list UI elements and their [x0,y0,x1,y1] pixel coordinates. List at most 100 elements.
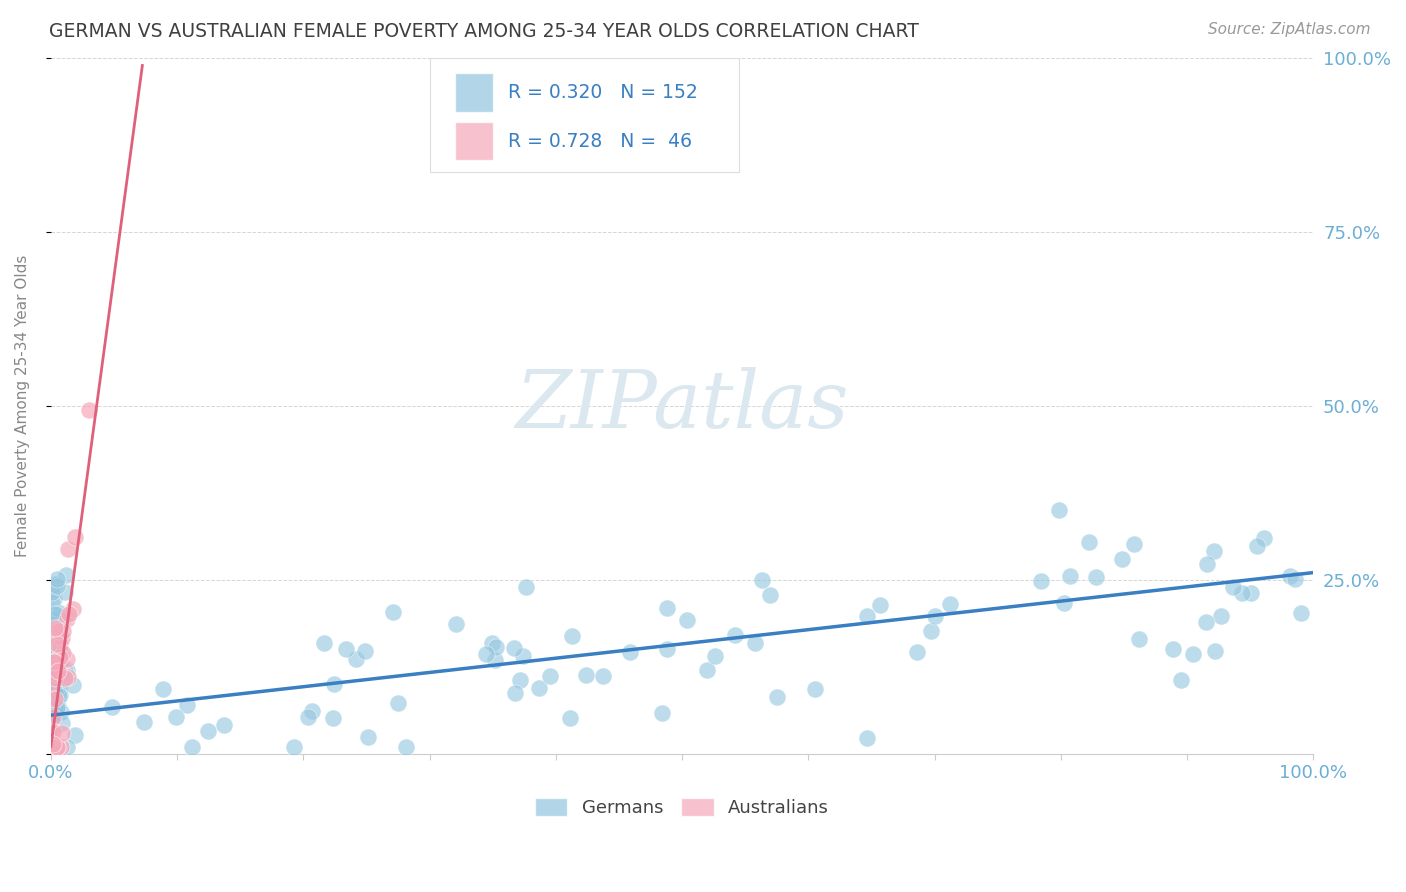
Germans [53,585,76,599]
Germans [176,698,198,713]
Germans [1240,585,1263,599]
Germans [41,669,63,683]
Germans [45,702,67,716]
Germans [48,683,70,698]
Australians [41,739,63,754]
Australians [63,531,86,545]
Germans [651,706,673,720]
Australians [41,722,63,736]
Australians [55,611,77,625]
Germans [51,716,73,731]
Germans [44,738,66,752]
Germans [1161,642,1184,657]
Germans [1031,574,1053,589]
Germans [65,728,87,742]
Germans [48,679,70,693]
FancyBboxPatch shape [454,122,492,161]
Germans [41,616,63,631]
Germans [55,663,77,677]
Germans [56,739,79,754]
Australians [48,639,70,653]
Australians [41,691,63,706]
Australians [46,739,69,754]
Germans [44,576,66,591]
Australians [44,655,66,669]
Germans [297,710,319,724]
Germans [1170,673,1192,687]
Germans [1122,537,1144,551]
Germans [751,573,773,587]
Germans [301,704,323,718]
Germans [45,579,67,593]
Germans [1182,647,1205,661]
Germans [41,623,63,637]
Germans [322,711,344,725]
Germans [475,647,498,661]
Germans [42,612,65,626]
Australians [56,670,79,684]
Germans [503,686,526,700]
Germans [44,659,66,673]
Germans [1078,535,1101,549]
Germans [44,684,66,698]
Germans [44,620,66,634]
Germans [515,580,537,594]
Australians [41,739,63,754]
Australians [53,671,76,685]
Germans [197,724,219,739]
Legend: Germans, Australians: Germans, Australians [527,790,837,824]
Germans [1195,615,1218,629]
Germans [704,648,727,663]
FancyBboxPatch shape [454,73,492,112]
Germans [49,620,72,634]
Germans [655,641,678,656]
Germans [765,690,787,705]
Germans [42,617,65,632]
Germans [152,682,174,697]
Germans [41,640,63,655]
Germans [49,668,72,682]
Germans [1204,644,1226,658]
Germans [48,689,70,703]
Germans [46,638,69,652]
Germans [49,705,72,719]
Germans [855,731,877,746]
Germans [920,624,942,638]
Australians [56,541,79,556]
Australians [62,602,84,616]
Germans [527,681,550,695]
Germans [41,698,63,713]
Australians [52,646,75,660]
Germans [387,697,409,711]
Australians [42,737,65,751]
Germans [481,636,503,650]
Australians [41,739,63,754]
Australians [58,607,80,622]
Germans [214,718,236,732]
Germans [856,609,879,624]
Germans [42,649,65,664]
Germans [42,652,65,666]
Germans [575,668,598,682]
Germans [41,607,63,622]
Germans [45,632,67,647]
Text: R = 0.320   N = 152: R = 0.320 N = 152 [508,83,697,102]
Australians [42,725,65,739]
Australians [44,654,66,668]
Germans [1128,632,1150,646]
Australians [44,692,66,706]
Germans [42,673,65,687]
Germans [48,688,70,702]
Germans [1059,568,1081,582]
Germans [62,678,84,692]
Germans [41,627,63,641]
Australians [51,631,73,645]
Germans [44,648,66,662]
Australians [45,666,67,681]
Germans [1211,608,1233,623]
Australians [46,739,69,754]
Germans [657,600,679,615]
Germans [44,645,66,659]
Germans [134,715,156,730]
Germans [41,657,63,671]
